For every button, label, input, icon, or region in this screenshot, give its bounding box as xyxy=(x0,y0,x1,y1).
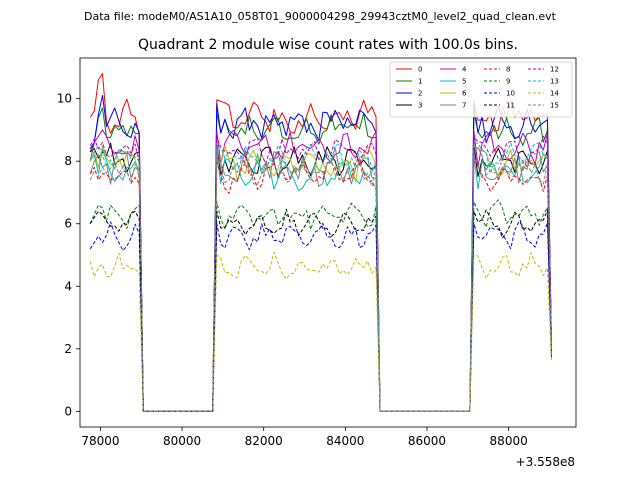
y-tick-label: 4 xyxy=(64,279,72,293)
x-offset-label: +3.558e8 xyxy=(516,455,575,469)
legend-label-5: 5 xyxy=(462,78,466,86)
legend-label-4: 4 xyxy=(462,66,467,74)
y-tick-label: 2 xyxy=(64,342,72,356)
legend-label-14: 14 xyxy=(550,90,559,98)
legend-label-13: 13 xyxy=(550,78,559,86)
legend-label-8: 8 xyxy=(506,66,510,74)
legend-label-7: 7 xyxy=(462,102,466,110)
x-tick-label: 88000 xyxy=(490,434,528,448)
legend-label-3: 3 xyxy=(418,102,422,110)
legend-label-0: 0 xyxy=(418,66,422,74)
legend-label-1: 1 xyxy=(418,78,422,86)
y-tick-label: 10 xyxy=(57,92,72,106)
y-tick-label: 8 xyxy=(64,154,72,168)
series-line-13 xyxy=(89,142,552,412)
chart-title: Quadrant 2 module wise count rates with … xyxy=(138,37,518,53)
x-tick-label: 80000 xyxy=(163,434,201,448)
legend-label-6: 6 xyxy=(462,90,467,98)
y-tick-label: 6 xyxy=(64,217,72,231)
x-tick-label: 82000 xyxy=(245,434,283,448)
legend-label-10: 10 xyxy=(506,90,515,98)
legend-label-15: 15 xyxy=(550,102,559,110)
x-tick-label: 86000 xyxy=(408,434,446,448)
series-layer xyxy=(89,73,552,412)
legend-label-12: 12 xyxy=(550,66,559,74)
axis-layer: 78000 80000 82000 84000 86000 88000 0 2 4 6 8 10 xyxy=(57,92,528,448)
figure-suptitle: Data file: modeM0/AS1A10_058T01_90000042… xyxy=(84,10,557,23)
legend-label-2: 2 xyxy=(418,90,422,98)
x-tick-label: 78000 xyxy=(81,434,119,448)
legend-label-11: 11 xyxy=(506,102,515,110)
axes-frame xyxy=(79,57,577,428)
y-tick-label: 0 xyxy=(64,404,72,418)
legend-label-9: 9 xyxy=(506,78,510,86)
legend-box xyxy=(389,61,573,118)
x-tick-label: 84000 xyxy=(326,434,364,448)
